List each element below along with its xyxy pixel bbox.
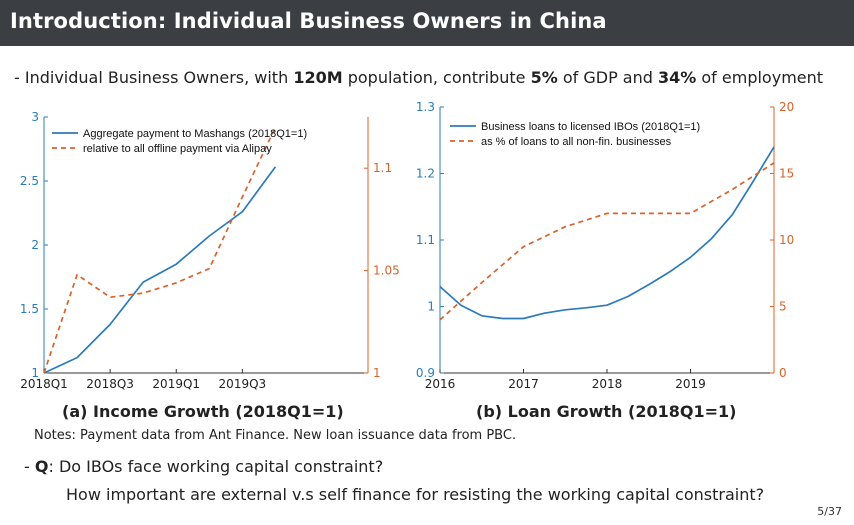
figure-notes: Notes: Payment data from Ant Finance. Ne…: [34, 428, 517, 443]
loan-x-tick-label: 2016: [425, 377, 456, 391]
loan-left-tick-label: 1: [427, 300, 435, 314]
lead-text-mid2: of GDP and: [562, 68, 653, 87]
income-right-tick-label: 1: [373, 366, 381, 380]
question-bullet: - Q: Do IBOs face working capital constr…: [24, 457, 383, 476]
lead-text-pre: Individual Business Owners, with: [24, 68, 289, 87]
lead-text-post: of employment: [701, 68, 824, 87]
slide-title: Introduction: Individual Business Owners…: [10, 9, 607, 33]
income-left-tick-label: 1: [31, 366, 39, 380]
loan-right-tick-label: 10: [779, 233, 794, 247]
income-left-tick-label: 2.5: [20, 174, 39, 188]
income-x-tick-label: 2018Q3: [86, 377, 134, 391]
income-legend-label: Aggregate payment to Mashangs (2018Q1=1): [83, 128, 307, 140]
title-bar: Introduction: Individual Business Owners…: [0, 0, 854, 46]
lead-population: 120M: [293, 68, 343, 87]
caption-loan-growth: (b) Loan Growth (2018Q1=1): [476, 402, 737, 421]
question-dash: -: [24, 457, 30, 476]
loan-x-tick-label: 2019: [675, 377, 706, 391]
question-label: Q: [34, 457, 49, 476]
income-series-solid-line: [43, 166, 277, 374]
income-left-tick-label: 1.5: [20, 302, 39, 316]
loan-right-tick-label: 5: [779, 300, 787, 314]
loan-series-dashed-line: [439, 162, 775, 321]
income-left-tick-label: 2: [31, 238, 39, 252]
loan-left-tick-label: 1.1: [416, 233, 435, 247]
loan-series-solid-line: [439, 146, 775, 320]
lead-text-mid1: population, contribute: [347, 68, 526, 87]
lead-employment-share: 34%: [658, 68, 697, 87]
loan-legend-label: as % of loans to all non-fin. businesses: [481, 136, 672, 148]
loan-left-tick-label: 1.3: [416, 100, 435, 114]
income-right-tick-label: 1.05: [373, 264, 400, 278]
question-line-1: : Do IBOs face working capital constrain…: [48, 457, 384, 476]
loan-legend-label: Business loans to licensed IBOs (2018Q1=…: [481, 121, 700, 133]
question-line-2: How important are external v.s self fina…: [66, 485, 765, 504]
loan-left-tick-label: 1.2: [416, 167, 435, 181]
loan-left-tick-label: 0.9: [416, 366, 435, 380]
income-x-tick-label: 2019Q3: [219, 377, 267, 391]
loan-right-tick-label: 20: [779, 100, 794, 114]
page-number: 5/37: [817, 505, 842, 518]
caption-income-growth: (a) Income Growth (2018Q1=1): [62, 402, 344, 421]
income-x-tick-label: 2019Q1: [152, 377, 200, 391]
income-x-tick-label: 2018Q1: [20, 377, 68, 391]
loan-right-tick-label: 15: [779, 167, 794, 181]
loan-x-tick-label: 2017: [508, 377, 539, 391]
income-left-tick-label: 3: [31, 110, 39, 124]
income-series-dashed-line: [43, 126, 277, 374]
income-legend-label: relative to all offline payment via Alip…: [83, 143, 272, 155]
lead-gdp-share: 5%: [530, 68, 558, 87]
loan-right-tick-label: 0: [779, 366, 787, 380]
lead-dash: -: [14, 68, 20, 87]
lead-bullet: - Individual Business Owners, with 120M …: [14, 68, 823, 87]
loan-x-tick-label: 2018: [592, 377, 623, 391]
income-right-tick-label: 1.1: [373, 161, 392, 175]
